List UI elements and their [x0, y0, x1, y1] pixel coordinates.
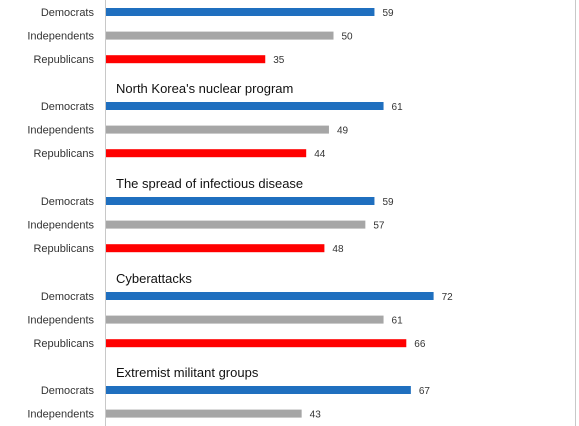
bar-republicans	[106, 339, 407, 348]
value-label: 66	[414, 339, 426, 350]
group-title-extremist-militant-groups: Extremist militant groups	[116, 365, 259, 380]
bar-republicans	[106, 244, 325, 253]
value-label: 61	[392, 102, 404, 113]
category-label-independents: Independents	[27, 315, 94, 327]
value-label: 67	[419, 386, 431, 397]
category-label-independents: Independents	[27, 31, 94, 43]
value-label: 43	[310, 410, 322, 421]
bar-democrats	[106, 292, 434, 300]
group-title-north-korea-s-nuclear-program: North Korea's nuclear program	[116, 81, 293, 96]
category-label-democrats: Democrats	[41, 101, 95, 113]
bar-independents	[106, 409, 302, 418]
category-label-republicans: Republicans	[33, 148, 94, 160]
value-label: 72	[442, 292, 454, 303]
category-label-independents: Independents	[27, 125, 94, 137]
category-label-republicans: Republicans	[33, 243, 94, 255]
bar-independents	[106, 31, 334, 40]
value-label: 57	[373, 221, 385, 232]
bar-democrats	[106, 8, 375, 16]
value-label: 59	[382, 197, 394, 208]
value-label: 61	[392, 316, 404, 327]
bar-democrats	[106, 386, 411, 394]
category-label-independents: Independents	[27, 220, 94, 232]
category-label-republicans: Republicans	[33, 338, 94, 350]
bar-independents	[106, 220, 366, 229]
value-label: 35	[273, 55, 285, 66]
bar-independents	[106, 315, 384, 324]
category-label-republicans: Republicans	[33, 54, 94, 66]
value-label: 59	[382, 8, 394, 19]
category-label-democrats: Democrats	[41, 196, 95, 208]
group-title-the-spread-of-infectious-disease: The spread of infectious disease	[116, 176, 303, 191]
bar-democrats	[106, 197, 375, 205]
bar-democrats	[106, 102, 384, 110]
category-label-democrats: Democrats	[41, 291, 95, 303]
value-label: 50	[342, 32, 354, 43]
group-title-cyberattacks: Cyberattacks	[116, 271, 192, 286]
bar-republicans	[106, 55, 266, 64]
category-label-democrats: Democrats	[41, 385, 95, 397]
value-label: 49	[337, 126, 349, 137]
value-label: 48	[332, 244, 344, 255]
bar-republicans	[106, 149, 307, 158]
category-label-independents: Independents	[27, 409, 94, 421]
chart-marks: Democrats 59 Independents 50 Republicans 35 No…	[27, 7, 453, 421]
value-label: 44	[314, 149, 326, 160]
bar-independents	[106, 125, 329, 134]
category-label-democrats: Democrats	[41, 7, 95, 19]
